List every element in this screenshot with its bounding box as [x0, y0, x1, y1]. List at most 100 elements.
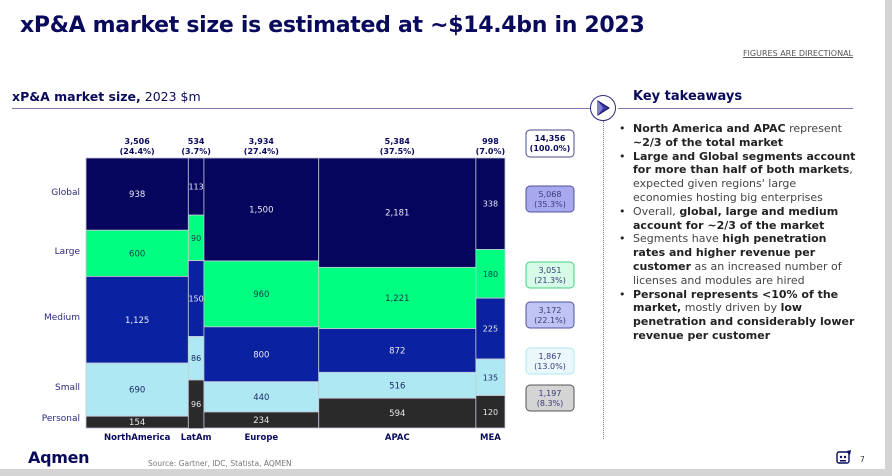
takeaways-divider	[618, 108, 853, 109]
disclaimer-link[interactable]: FIGURES ARE DIRECTIONAL	[742, 49, 853, 58]
dog-mascot-icon	[836, 450, 851, 464]
segment-label: 600	[129, 249, 145, 259]
column-total-label: 998	[482, 137, 499, 146]
takeaway-item: Large and Global segments account for mo…	[619, 150, 859, 205]
source-note: Source: Gartner, IDC, Statista, AQMEN	[148, 459, 292, 468]
arrow-right-icon	[590, 95, 616, 121]
grand-total-box	[525, 129, 575, 158]
segment-label: 594	[389, 409, 405, 419]
column-category-label: NorthAmerica	[104, 433, 171, 443]
segment-label: 120	[483, 408, 498, 417]
chart-heading-unit: 2023 $m	[140, 89, 201, 104]
segment-total-value: 3,172	[539, 306, 562, 315]
segment-total-value: 5,068	[539, 190, 562, 199]
segment-label: 90	[191, 234, 201, 243]
segment-total-value: 1,197	[539, 389, 562, 398]
row-label-medium: Medium	[44, 313, 80, 323]
segment-label: 96	[191, 400, 201, 409]
column-category-label: APAC	[385, 433, 410, 443]
segment-label: 872	[389, 346, 405, 356]
column-share-label: (27.4%)	[244, 147, 279, 156]
segment-small	[85, 362, 189, 417]
segment-total-share: (21.3%)	[534, 276, 566, 285]
segment-total-value: 3,051	[539, 266, 562, 275]
segment-label: 960	[253, 290, 269, 300]
column-category-label: LatAm	[181, 433, 212, 443]
segment-label: 938	[129, 190, 145, 200]
takeaway-text: as an increased number of licenses and m…	[633, 259, 842, 287]
chart-heading-bold: xP&A market size,	[12, 89, 141, 104]
takeaway-emphasis: global, large and medium account for ~2/…	[633, 204, 839, 232]
column-category-label: Europe	[244, 433, 278, 443]
column-total-label: 3,506	[125, 137, 151, 146]
segment-large	[318, 266, 477, 330]
segment-total-box-large	[525, 261, 575, 289]
segment-total-box-global	[525, 185, 575, 213]
segment-global	[203, 157, 320, 262]
segment-label: 234	[253, 416, 269, 426]
segment-label: 800	[253, 350, 269, 360]
segment-large	[203, 260, 320, 328]
segment-large	[475, 249, 506, 299]
segment-total-share: (22.1%)	[534, 316, 566, 325]
segment-total-share: (13.0%)	[534, 362, 566, 371]
row-label-personal: Personal	[42, 414, 80, 424]
segment-label: 86	[191, 354, 201, 363]
takeaway-item: Overall, global, large and medium accoun…	[619, 205, 859, 233]
takeaway-text: mostly driven by	[681, 301, 781, 315]
segment-label: 338	[483, 200, 498, 209]
column-share-label: (24.4%)	[120, 147, 155, 156]
segment-label: 1,221	[385, 294, 409, 304]
segment-global	[475, 157, 506, 250]
takeaway-item: Segments have high penetration rates and…	[619, 232, 859, 287]
segment-label: 113	[188, 183, 203, 192]
slide-title: xP&A market size is estimated at ~$14.4b…	[20, 13, 645, 38]
segment-personal	[318, 397, 477, 429]
grand-total-value: 14,356	[535, 134, 566, 143]
column-total-label: 534	[188, 137, 205, 146]
segment-total-share: (35.3%)	[534, 200, 566, 209]
segment-label: 180	[483, 270, 498, 279]
segment-label: 1,125	[125, 316, 149, 326]
takeaways-heading: Key takeaways	[633, 89, 743, 104]
segment-label: 1,500	[249, 205, 273, 215]
takeaway-emphasis: North America and APAC	[633, 122, 786, 135]
takeaways-list: North America and APAC represent ~2/3 of…	[619, 122, 859, 343]
aqmen-logo: Aqmen	[28, 448, 90, 467]
row-label-large: Large	[55, 247, 81, 257]
segment-large	[85, 229, 189, 277]
slide: xP&A market size is estimated at ~$14.4b…	[0, 0, 885, 469]
segment-total-box-medium	[525, 301, 575, 329]
chart-heading: xP&A market size, 2023 $m	[12, 89, 201, 104]
takeaway-text: Overall,	[633, 204, 680, 218]
grand-total-share: (100.0%)	[530, 144, 571, 153]
row-label-global: Global	[51, 188, 80, 198]
segment-total-value: 1,867	[539, 352, 562, 361]
takeaway-emphasis: ~2/3 of the total market	[633, 135, 784, 149]
column-share-label: (37.5%)	[380, 147, 415, 156]
segment-small	[318, 371, 477, 399]
takeaway-emphasis: low penetration and considerably lower r…	[633, 301, 855, 342]
takeaway-emphasis: Personal represents <10% of the market,	[633, 287, 839, 315]
column-share-label: (3.7%)	[181, 147, 211, 156]
chart-divider	[12, 108, 590, 109]
segment-global	[318, 157, 477, 268]
marimekko-chart: 938 600 1,125 690 154 3,506(24.4%) NorthAmeric…	[42, 129, 575, 443]
vertical-dotted-divider	[603, 121, 604, 439]
segment-label: 154	[129, 418, 145, 428]
segment-label: 135	[483, 373, 498, 382]
takeaway-text: represent	[785, 122, 842, 135]
segment-total-share: (8.3%)	[537, 399, 564, 408]
segment-medium	[475, 297, 506, 360]
takeaway-text: , expected given regions' large economie…	[633, 163, 853, 204]
takeaway-text: Segments have	[633, 232, 723, 246]
takeaway-item: Personal represents <10% of the market, …	[619, 288, 859, 343]
segment-label: 2,181	[385, 209, 409, 219]
segment-label: 516	[389, 381, 405, 391]
segment-label: 440	[253, 393, 269, 403]
segment-total-box-personal	[525, 384, 575, 412]
column-total-label: 5,384	[385, 137, 411, 146]
segment-global	[85, 157, 189, 231]
segment-small	[203, 381, 320, 413]
segment-total-box-small	[525, 347, 575, 375]
